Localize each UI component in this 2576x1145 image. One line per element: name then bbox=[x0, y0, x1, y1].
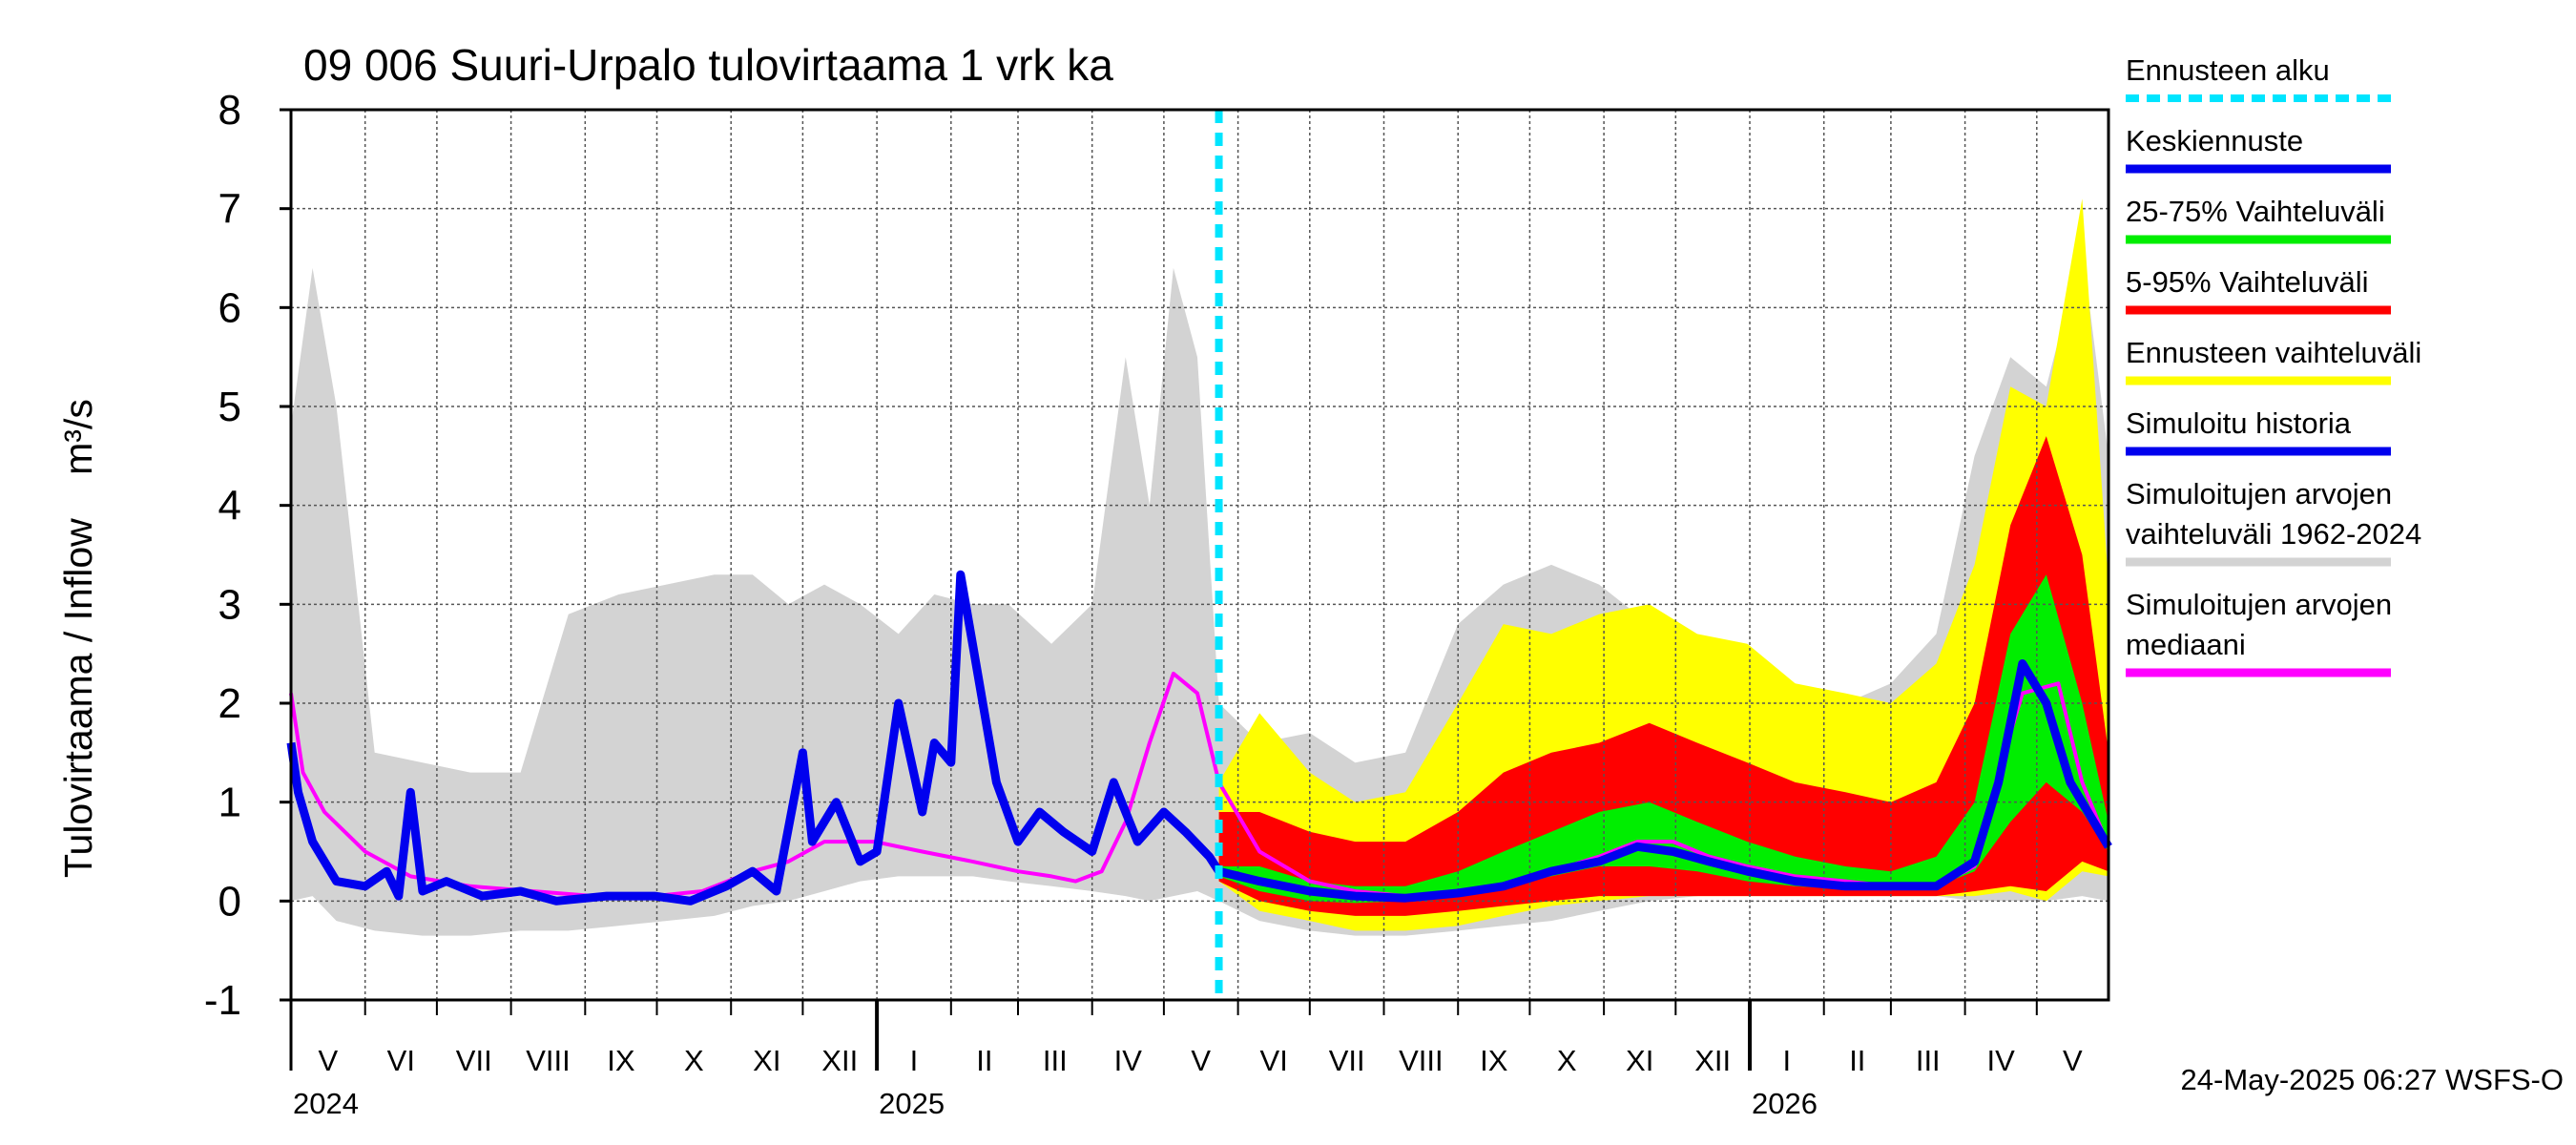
legend-label: 5-95% Vaihteluväli bbox=[2126, 265, 2368, 299]
line-layer bbox=[286, 570, 2112, 906]
legend-item-simuloitujen-arvojen-mediaani: Simuloitujen arvojen mediaani bbox=[2126, 588, 2392, 677]
month-label: III bbox=[1916, 1044, 1941, 1077]
month-label: XII bbox=[1694, 1044, 1731, 1077]
legend-item-simuloitu-historia: Simuloitu historia bbox=[2126, 406, 2391, 456]
band-ennusteen-vaihteluv-li bbox=[1218, 198, 2109, 931]
month-label: I bbox=[910, 1044, 919, 1077]
month-label: V bbox=[319, 1044, 339, 1077]
timestamp-footer: 24-May-2025 06:27 WSFS-O bbox=[2181, 1063, 2564, 1096]
plot-frame bbox=[289, 108, 2110, 1002]
legend-label: vaihteluväli 1962-2024 bbox=[2126, 517, 2421, 551]
y-tick-label: 1 bbox=[218, 780, 241, 826]
y-tick-label: 6 bbox=[218, 284, 241, 331]
year-label: 2025 bbox=[879, 1087, 945, 1120]
y-tick-label: 2 bbox=[218, 680, 241, 727]
month-label: VIII bbox=[1399, 1044, 1444, 1077]
month-label: V bbox=[2063, 1044, 2083, 1077]
month-label: VII bbox=[1329, 1044, 1365, 1077]
month-label: VI bbox=[387, 1044, 415, 1077]
month-label: IX bbox=[1480, 1044, 1508, 1077]
year-label: 2026 bbox=[1752, 1087, 1818, 1120]
y-tick-label: 7 bbox=[218, 186, 241, 233]
month-label: XI bbox=[1626, 1044, 1653, 1077]
legend-item-25-75-vaihteluv-li: 25-75% Vaihteluväli bbox=[2126, 195, 2391, 244]
legend-label: Keskiennuste bbox=[2126, 124, 2303, 157]
month-label: II bbox=[976, 1044, 992, 1077]
month-label: XI bbox=[753, 1044, 780, 1077]
y-tick-label: 4 bbox=[218, 483, 241, 530]
y-axis-label: Tulovirtaama / Inflow m³/s bbox=[56, 399, 100, 878]
x-tick-labels: V VI VII VIII IX X XI XII I II III IV V VI VII VIII IX X X… bbox=[293, 1044, 2083, 1120]
legend-label: Ennusteen vaihteluväli bbox=[2126, 336, 2421, 369]
month-label: IV bbox=[1114, 1044, 1143, 1077]
y-axis-unit: m³/s bbox=[56, 399, 100, 475]
series-line-keskiennuste bbox=[1217, 659, 2112, 903]
year-label: 2024 bbox=[293, 1087, 359, 1120]
month-label: I bbox=[1783, 1044, 1792, 1077]
y-axis-label-text: Tulovirtaama / Inflow bbox=[56, 518, 100, 878]
y-tick-labels: -1 0 1 2 3 4 5 6 7 8 bbox=[204, 87, 241, 1024]
y-tick-label: 5 bbox=[218, 384, 241, 430]
month-label: II bbox=[1849, 1044, 1865, 1077]
y-tick-label: -1 bbox=[204, 977, 241, 1024]
series-line-simuloitu-historia bbox=[286, 570, 1223, 906]
band-layer bbox=[291, 198, 2109, 936]
legend-label: Simuloitu historia bbox=[2126, 406, 2352, 440]
y-tick-label: 0 bbox=[218, 878, 241, 925]
y-tick-label: 8 bbox=[218, 87, 241, 134]
legend-item-keskiennuste: Keskiennuste bbox=[2126, 124, 2391, 174]
month-label: VII bbox=[456, 1044, 492, 1077]
y-tick-label: 3 bbox=[218, 581, 241, 628]
legend-label: 25-75% Vaihteluväli bbox=[2126, 195, 2385, 228]
month-label: X bbox=[684, 1044, 704, 1077]
axes-layer bbox=[280, 108, 2110, 1071]
legend-item-5-95-vaihteluv-li: 5-95% Vaihteluväli bbox=[2126, 265, 2391, 315]
month-label: V bbox=[1191, 1044, 1211, 1077]
month-label: III bbox=[1043, 1044, 1068, 1077]
legend-item-ennusteen-alku: Ennusteen alku bbox=[2126, 53, 2391, 102]
month-label: X bbox=[1557, 1044, 1577, 1077]
legend-item-simuloitujen-arvojen-vaihteluv-li-1962-2024: Simuloitujen arvojen vaihteluväli 1962-20… bbox=[2126, 477, 2421, 567]
month-label: IV bbox=[1987, 1044, 2016, 1077]
legend-label: mediaani bbox=[2126, 628, 2246, 661]
legend: Ennusteen alku Keskiennuste 25-75% Vaihtel… bbox=[2126, 53, 2421, 677]
month-label: IX bbox=[607, 1044, 635, 1077]
legend-item-ennusteen-vaihteluv-li: Ennusteen vaihteluväli bbox=[2126, 336, 2421, 385]
legend-label: Simuloitujen arvojen bbox=[2126, 588, 2392, 621]
month-label: XII bbox=[821, 1044, 858, 1077]
legend-label: Ennusteen alku bbox=[2126, 53, 2330, 87]
month-label: VI bbox=[1260, 1044, 1288, 1077]
month-label: VIII bbox=[526, 1044, 571, 1077]
band-25-75-vaihteluv-li bbox=[1218, 574, 2109, 904]
chart-title: 09 006 Suuri-Urpalo tulovirtaama 1 vrk k… bbox=[303, 40, 1113, 90]
legend-label: Simuloitujen arvojen bbox=[2126, 477, 2392, 510]
